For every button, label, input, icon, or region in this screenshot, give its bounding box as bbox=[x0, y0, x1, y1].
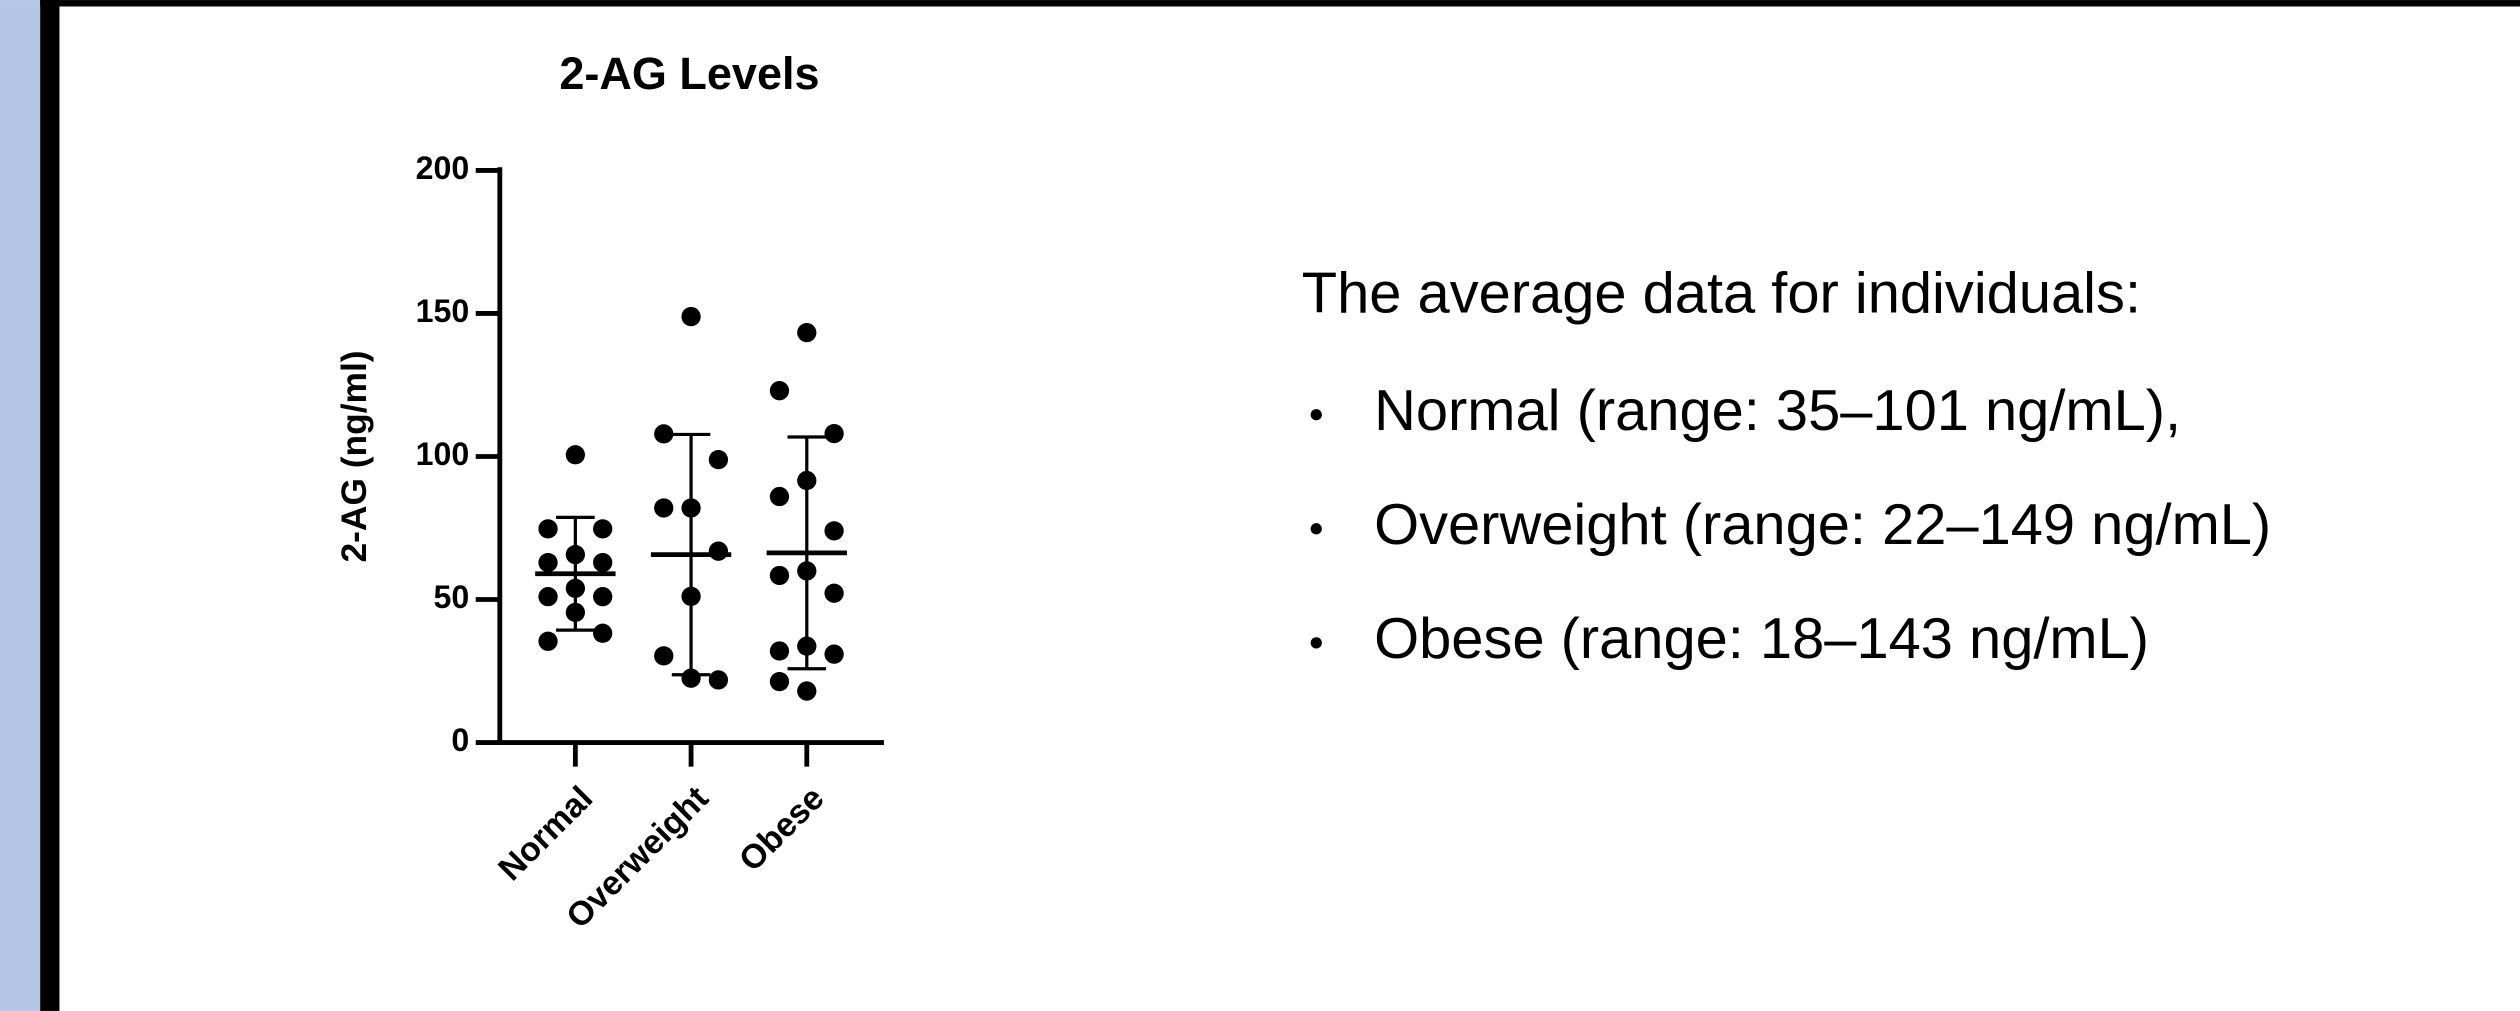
y-tick-label: 200 bbox=[416, 150, 470, 186]
data-point bbox=[538, 631, 558, 651]
bullet-text: Overweight (range: 22–149 ng/mL) bbox=[1374, 493, 2271, 557]
data-point bbox=[681, 306, 701, 327]
y-tick-label: 100 bbox=[416, 436, 470, 472]
data-point bbox=[538, 587, 558, 607]
data-point bbox=[593, 552, 613, 573]
data-point bbox=[593, 623, 613, 643]
bullet-text: Obese (range: 18–143 ng/mL) bbox=[1374, 607, 2149, 671]
data-point bbox=[824, 583, 844, 603]
y-tick-label: 50 bbox=[434, 579, 470, 615]
bullet-text: Normal (range: 35–101 ng/mL), bbox=[1374, 379, 2181, 443]
data-point bbox=[824, 644, 844, 664]
data-point bbox=[769, 565, 790, 586]
side-strip bbox=[0, 0, 41, 1011]
y-tick-label: 150 bbox=[416, 293, 470, 329]
data-point bbox=[593, 519, 613, 539]
data-point bbox=[824, 521, 844, 541]
bullet bbox=[1310, 523, 1322, 535]
text-heading: The average data for individuals: bbox=[1302, 262, 2141, 326]
data-point bbox=[565, 445, 585, 465]
data-point bbox=[708, 541, 729, 561]
y-axis-title: 2-AG (ng/ml) bbox=[335, 350, 374, 562]
data-point bbox=[769, 671, 790, 692]
data-point bbox=[538, 519, 558, 539]
top-border bbox=[40, 0, 2520, 7]
data-point bbox=[824, 423, 844, 444]
data-point bbox=[797, 681, 817, 701]
bullet bbox=[1310, 409, 1322, 421]
bullet bbox=[1310, 637, 1322, 649]
data-point bbox=[769, 641, 790, 661]
data-point bbox=[538, 552, 558, 573]
data-point bbox=[769, 381, 790, 401]
data-point bbox=[654, 646, 674, 666]
data-point bbox=[654, 424, 674, 444]
data-point bbox=[769, 486, 790, 507]
data-point bbox=[593, 587, 613, 607]
data-point bbox=[654, 498, 674, 518]
y-tick-label: 0 bbox=[451, 722, 469, 758]
left-border bbox=[40, 0, 60, 1011]
data-point bbox=[708, 670, 729, 690]
data-point bbox=[797, 322, 817, 343]
chart-title: 2-AG Levels bbox=[559, 48, 819, 99]
data-point bbox=[708, 449, 729, 470]
